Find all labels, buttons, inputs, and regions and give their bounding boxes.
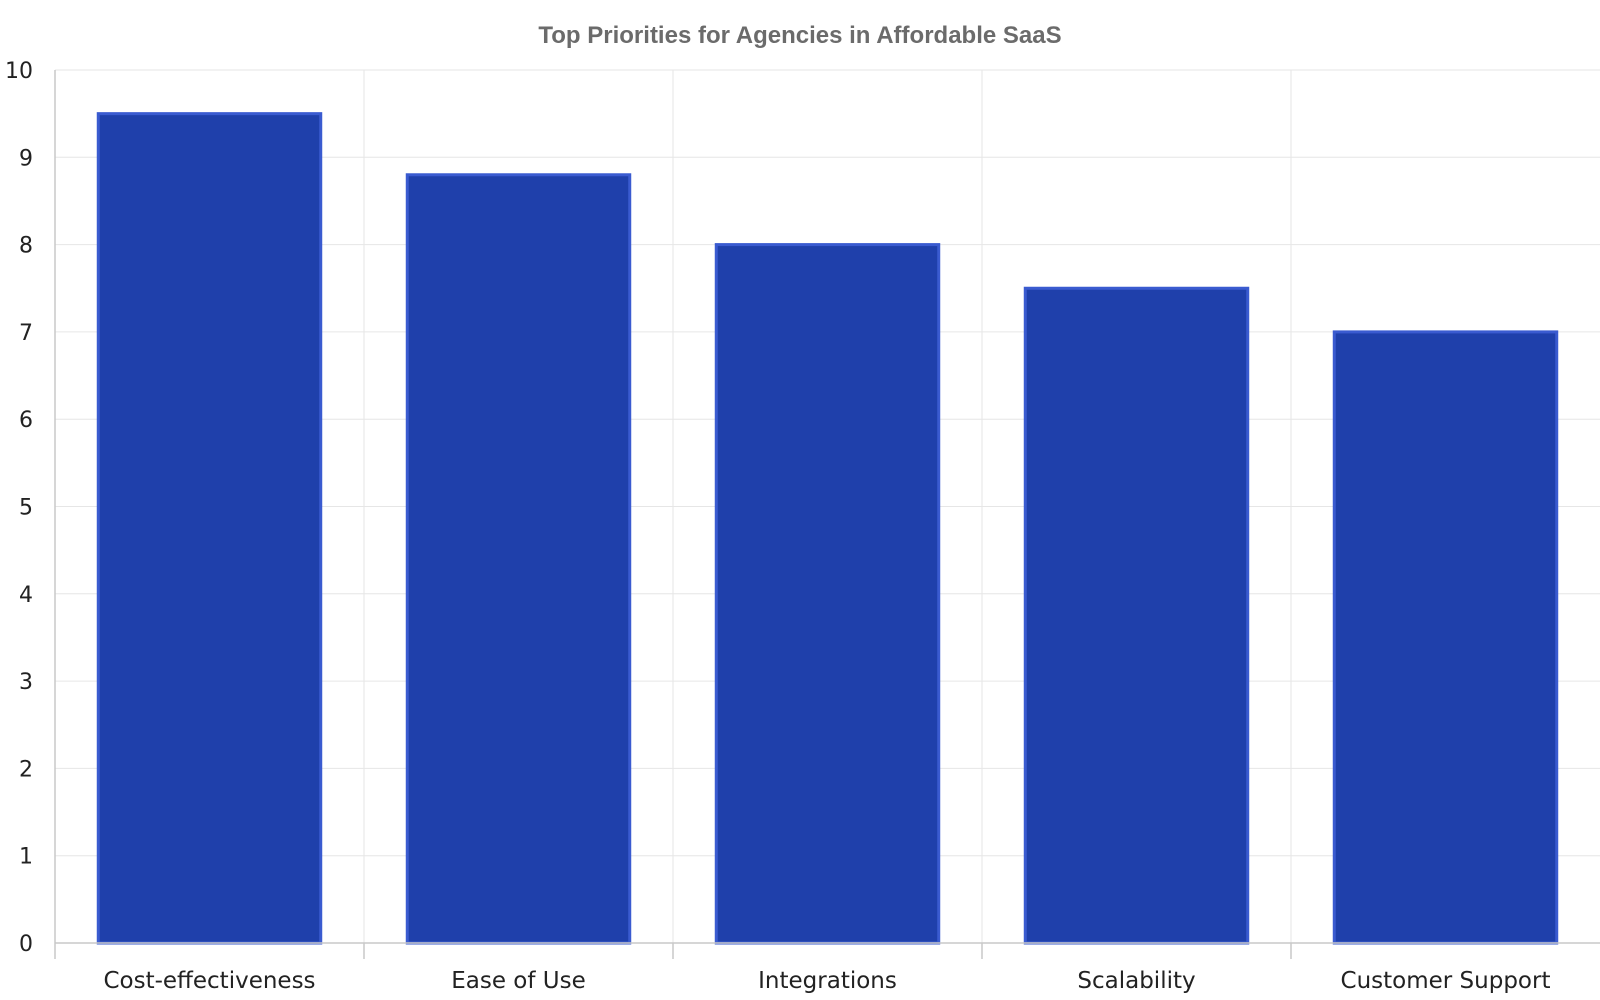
y-tick-label: 10 [5, 59, 33, 84]
chart-title: Top Priorities for Agencies in Affordabl… [538, 22, 1061, 49]
x-category-label: Integrations [758, 968, 897, 994]
axis-layer [54, 70, 1600, 959]
x-category-label: Scalability [1077, 968, 1195, 994]
bar-layer [96, 112, 1559, 945]
bar [96, 112, 323, 945]
y-tick-label: 3 [19, 670, 33, 695]
bar [405, 173, 632, 945]
y-tick-label: 0 [19, 932, 33, 957]
y-tick-label: 2 [19, 757, 33, 782]
label-layer: 0 1 2 3 4 5 6 7 8 9 10 Cost-effectiveness Ease of Us… [5, 59, 1550, 994]
bar [1023, 286, 1250, 945]
y-tick-label: 7 [19, 321, 33, 346]
x-category-label: Cost-effectiveness [103, 968, 315, 994]
y-tick-label: 6 [19, 408, 33, 433]
y-tick-label: 9 [19, 146, 33, 171]
bar [714, 243, 941, 945]
bar [1332, 330, 1559, 945]
y-tick-label: 5 [19, 496, 33, 521]
x-category-label: Customer Support [1341, 968, 1551, 994]
y-tick-label: 4 [19, 583, 33, 608]
y-tick-label: 8 [19, 234, 33, 259]
y-tick-label: 1 [19, 845, 33, 870]
x-category-label: Ease of Use [451, 968, 586, 994]
